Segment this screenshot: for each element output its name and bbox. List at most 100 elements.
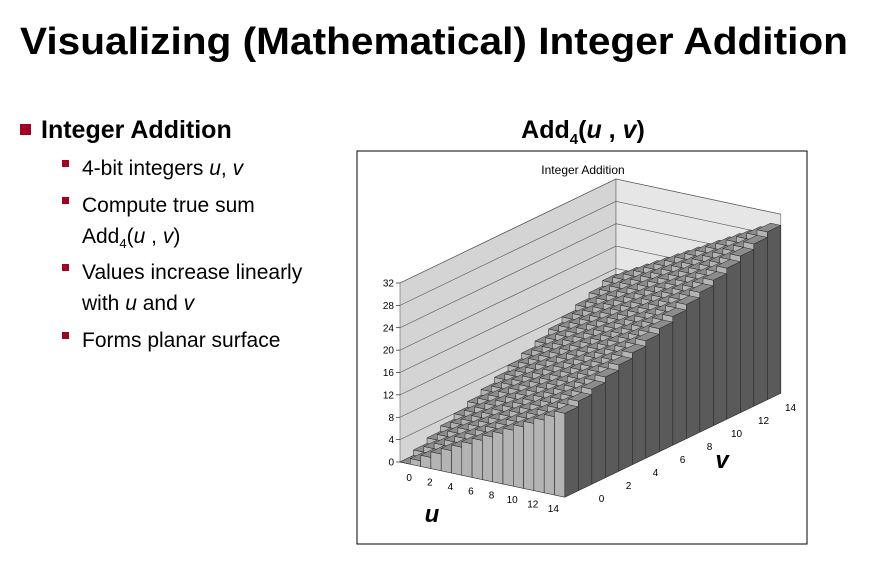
bar-side <box>713 273 728 427</box>
bar-top <box>688 283 715 293</box>
grid-line <box>399 178 781 284</box>
bar-front <box>543 414 555 496</box>
subscript: 4 <box>570 131 579 148</box>
text: u <box>209 157 221 180</box>
bar-side <box>740 249 755 414</box>
sub-bullet-marker <box>62 160 69 167</box>
sub-bullet: Add4(u , v) <box>82 225 180 251</box>
bar-top <box>661 307 688 317</box>
x-tick-label: 4 <box>448 482 454 493</box>
text: 4-bit integers <box>82 157 209 180</box>
bar-top <box>756 222 782 233</box>
subscript: 4 <box>119 236 126 251</box>
bar-side <box>672 309 687 446</box>
text: ) <box>173 225 180 248</box>
x-tick-label: 8 <box>489 491 495 502</box>
bar-front <box>482 434 493 483</box>
z-tick-label: 20 <box>383 346 395 357</box>
bar-top <box>594 368 620 378</box>
y-tick-label: 6 <box>680 455 686 466</box>
sub-bullet: Compute true sum <box>82 194 255 217</box>
bar-top <box>553 404 580 414</box>
text: ( <box>127 225 134 248</box>
chart-title: Integer Addition <box>541 163 624 177</box>
bar-side <box>726 261 741 420</box>
grid-line <box>399 201 781 306</box>
y-tick-label: 0 <box>599 494 605 505</box>
bar-side <box>564 406 579 498</box>
x-tick-label: 2 <box>427 478 433 489</box>
text: Add <box>521 116 570 144</box>
x-tick-label: 6 <box>468 486 474 497</box>
bar-side <box>591 382 606 485</box>
bar-side <box>699 285 714 433</box>
text: , <box>221 157 233 180</box>
y-tick-label: 10 <box>731 429 743 440</box>
bullet-marker <box>20 124 31 135</box>
bar-side <box>659 321 674 453</box>
sub-bullet-marker <box>62 264 69 271</box>
text: , <box>145 225 163 248</box>
bar-side <box>618 358 633 472</box>
bar-front <box>502 427 514 487</box>
bar-front <box>430 451 442 472</box>
text: u <box>134 225 146 248</box>
bar-front <box>513 424 524 489</box>
text: v <box>233 157 245 180</box>
text: ) <box>636 116 644 144</box>
bar-side <box>753 237 768 407</box>
slide-title: Visualizing (Mathematical) Integer Addit… <box>20 21 848 63</box>
z-tick-label: 16 <box>383 368 395 379</box>
x-axis-label: u <box>425 501 440 528</box>
bullet: Integer Addition <box>41 116 232 144</box>
y-tick-label: 14 <box>785 403 797 414</box>
bar-side <box>578 394 593 492</box>
bar-top <box>702 271 728 281</box>
bar-top <box>729 247 755 257</box>
bar-top <box>580 380 607 390</box>
bar-front <box>471 437 483 480</box>
bar-top <box>648 319 674 329</box>
text: u <box>125 292 137 315</box>
bar-front <box>461 441 473 478</box>
text: , <box>602 116 623 144</box>
sub-bullet-marker <box>62 332 69 339</box>
text: with <box>81 292 125 315</box>
y-axis-label: v <box>715 447 730 474</box>
text: u <box>586 116 601 144</box>
bar-side <box>645 333 660 459</box>
sub-bullet-marker <box>62 197 69 204</box>
bar-front <box>451 444 463 476</box>
z-tick-label: 8 <box>388 413 394 424</box>
bar-top <box>567 392 593 402</box>
x-tick-label: 14 <box>548 504 560 515</box>
z-tick-label: 24 <box>383 323 395 334</box>
bar-side <box>632 345 647 466</box>
y-tick-label: 4 <box>653 468 659 479</box>
sub-bullet: Values increase linearly <box>82 261 303 284</box>
y-tick-label: 12 <box>758 416 770 427</box>
text: v <box>184 292 196 315</box>
z-tick-label: 12 <box>383 390 395 401</box>
bar-side <box>686 297 701 440</box>
bar-top <box>621 343 647 354</box>
z-tick-label: 32 <box>383 279 395 290</box>
z-tick-label: 4 <box>388 435 394 446</box>
x-tick-label: 10 <box>507 495 519 506</box>
bar-side <box>767 224 782 401</box>
text: v <box>623 116 639 144</box>
text: ( <box>578 116 587 144</box>
bar-top <box>742 235 769 245</box>
bar-top <box>715 259 742 269</box>
bar-top <box>675 295 701 305</box>
text: v <box>163 225 175 248</box>
bar-top <box>634 331 661 341</box>
bar-front <box>440 448 452 474</box>
sub-bullet: 4-bit integers u, v <box>82 157 245 180</box>
y-tick-label: 2 <box>626 481 632 492</box>
z-tick-label: 0 <box>388 458 394 469</box>
bar-front <box>523 420 535 491</box>
bar-side <box>605 370 620 479</box>
y-tick-label: 8 <box>707 442 713 453</box>
